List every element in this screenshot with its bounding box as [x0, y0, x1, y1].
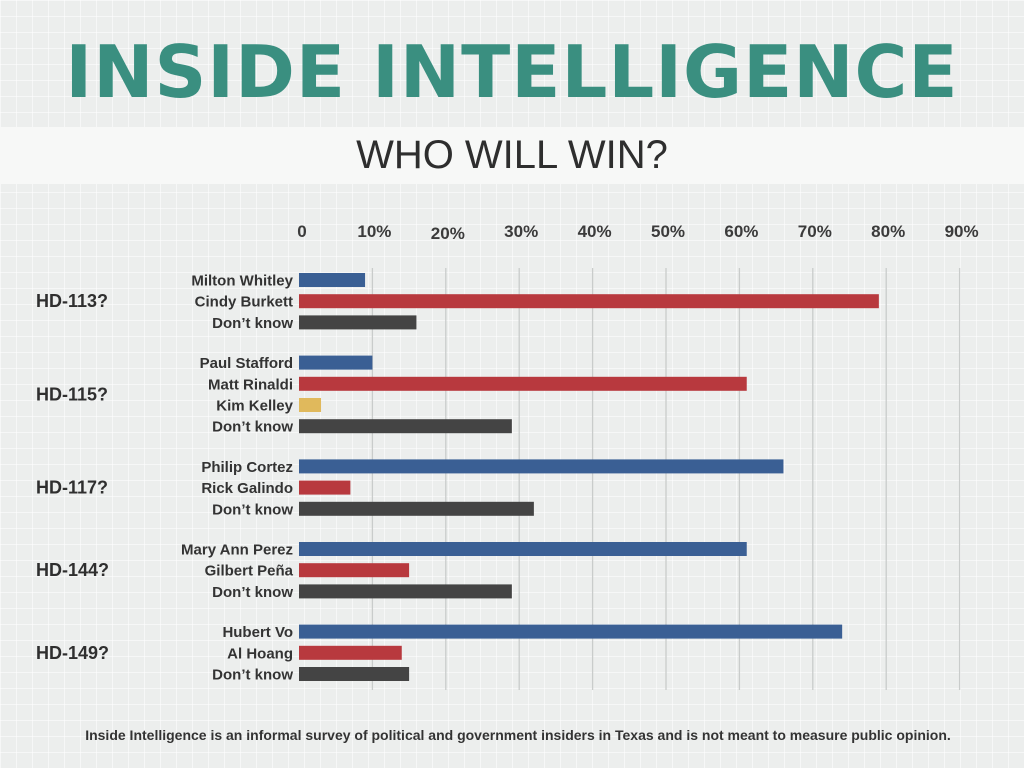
bar [299, 419, 512, 434]
bar [299, 355, 373, 370]
bar [299, 294, 879, 309]
bar-label: Al Hoang [227, 645, 293, 662]
bar [299, 624, 843, 639]
bar-label: Don’t know [212, 501, 293, 518]
bar [299, 584, 512, 599]
bar-label: Kim Kelley [216, 398, 293, 415]
bar [299, 501, 534, 516]
footnote: Inside Intelligence is an informal surve… [85, 727, 951, 743]
x-tick-label: 80% [871, 222, 905, 241]
bar [299, 542, 747, 556]
bar [299, 645, 402, 660]
bar [299, 376, 747, 391]
group-label: HD-149? [36, 643, 109, 663]
bar-label: Philip Cortez [201, 459, 293, 476]
bar-label: Mary Ann Perez [181, 542, 293, 559]
x-tick-label: 10% [357, 222, 391, 241]
bar-label: Don’t know [212, 315, 293, 332]
x-tick-label: 30% [504, 222, 538, 241]
bar-label: Don’t know [212, 419, 293, 436]
bar-label: Matt Rinaldi [208, 376, 293, 393]
chart-question: WHO WILL WIN? [356, 133, 668, 177]
group-label: HD-115? [36, 384, 108, 404]
bar-label: Don’t know [212, 584, 293, 601]
x-tick-label: 70% [798, 222, 832, 241]
bar [299, 315, 417, 330]
bar [299, 667, 410, 681]
bar [299, 459, 784, 474]
bar-label: Hubert Vo [222, 624, 293, 641]
bar-label: Cindy Burkett [195, 294, 293, 311]
x-tick-label: 50% [651, 222, 685, 241]
subtitle-band: WHO WILL WIN? [0, 127, 1024, 184]
x-tick-label: 60% [724, 222, 758, 241]
group-label: HD-113? [36, 291, 108, 311]
bar [299, 563, 410, 578]
x-tick-label: 90% [945, 222, 979, 241]
group-label: HD-144? [36, 560, 109, 580]
bar-label: Rick Galindo [201, 480, 293, 497]
bar-label: Gilbert Peña [205, 563, 294, 580]
x-tick-label: 40% [578, 222, 612, 241]
brand-title: INSIDE INTELLIGENCE [65, 30, 959, 114]
bar-label: Milton Whitley [191, 273, 293, 290]
bar [299, 398, 322, 412]
bar [299, 273, 366, 287]
bar-label: Paul Stafford [200, 355, 293, 372]
group-label: HD-117? [36, 478, 108, 498]
x-tick-label: 0 [297, 222, 306, 241]
bar [299, 480, 351, 495]
x-tick-label: 20% [431, 224, 465, 243]
bar-label: Don’t know [212, 667, 293, 684]
